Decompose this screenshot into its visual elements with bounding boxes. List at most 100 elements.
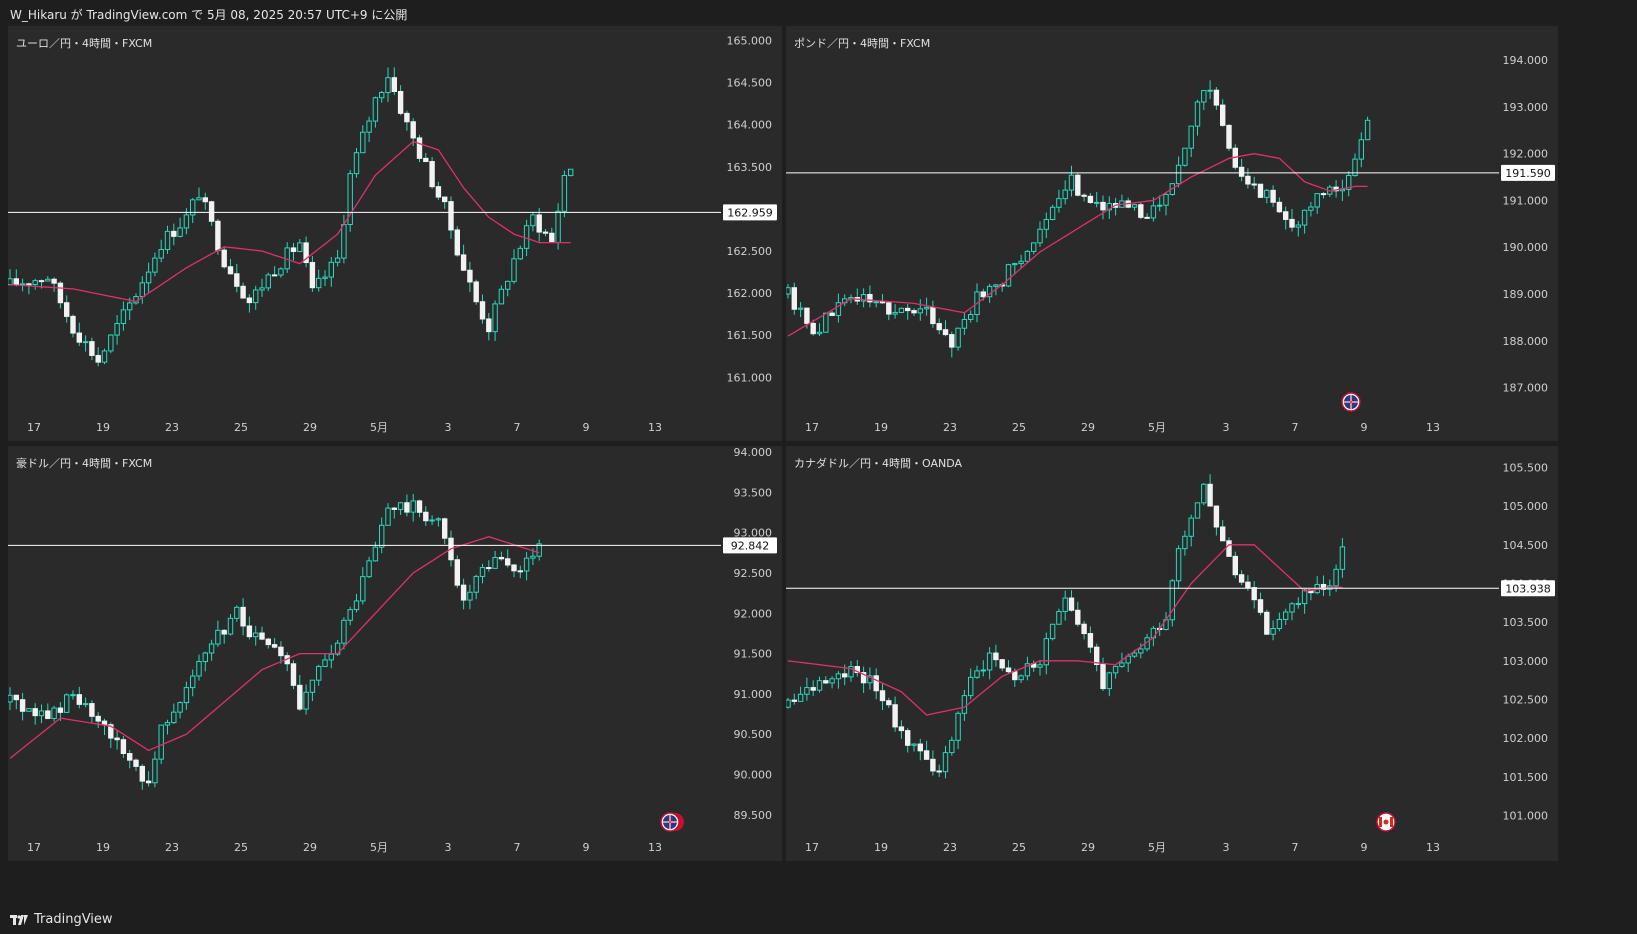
y-tick-label: 101.000	[1503, 810, 1549, 823]
candle-body	[108, 334, 114, 352]
candle-body	[816, 680, 823, 691]
candle-body	[8, 278, 13, 286]
candle-body	[127, 753, 133, 761]
candle-body	[221, 629, 227, 635]
candle-body	[949, 334, 955, 348]
y-tick-label: 90.000	[734, 769, 773, 782]
candle-body	[385, 507, 391, 526]
candle-body	[322, 659, 328, 667]
chart-panel-eurjpy[interactable]: 165.000164.500164.000163.500163.000162.5…	[8, 26, 782, 441]
candle-body	[234, 606, 240, 619]
x-tick-label: 17	[27, 421, 41, 434]
candle-body	[442, 196, 448, 203]
candle-body	[492, 556, 498, 569]
price-label-bg	[723, 204, 777, 221]
x-tick-label: 13	[648, 421, 662, 434]
candle-body	[416, 137, 423, 159]
candle-body	[1264, 189, 1270, 198]
candle-body	[366, 560, 372, 578]
candle-body	[1012, 263, 1018, 266]
candle-body	[139, 282, 146, 298]
candle-body	[26, 283, 32, 286]
candle-body	[1094, 646, 1100, 665]
x-tick-label: 25	[234, 421, 248, 434]
candle-body	[8, 694, 13, 703]
publish-info-text: W_Hikaru が TradingView.com で 5月 08, 2025…	[10, 8, 408, 22]
candle-body	[511, 564, 517, 572]
candle-body	[536, 543, 542, 557]
y-tick-label: 93.500	[734, 486, 773, 499]
candle-body	[89, 341, 95, 356]
candle-body	[1188, 125, 1194, 149]
candle-body	[297, 684, 303, 710]
x-tick-label: 23	[943, 841, 957, 854]
candle-body	[202, 652, 209, 663]
candle-body	[460, 584, 467, 601]
candle-body	[905, 307, 911, 312]
candle-body	[177, 702, 183, 713]
candle-body	[1283, 611, 1289, 620]
candle-body	[479, 301, 486, 320]
tradingview-logo[interactable]: TradingView	[10, 912, 113, 927]
candle-body	[404, 112, 410, 123]
candle-body	[816, 331, 823, 335]
price-label: 103.938	[1505, 582, 1551, 595]
candle-body	[911, 310, 917, 314]
candle-body	[980, 669, 987, 672]
candle-body	[797, 307, 804, 310]
candle-body	[208, 643, 215, 654]
y-tick-label: 105.000	[1503, 500, 1549, 513]
candle-body	[1144, 216, 1150, 219]
candle-body	[879, 301, 886, 304]
candle-body	[1112, 665, 1119, 674]
candle-body	[1295, 224, 1302, 228]
candle-body	[993, 652, 999, 661]
candle-body	[860, 293, 867, 302]
price-label: 162.959	[727, 206, 773, 219]
candle-body	[898, 726, 905, 732]
candle-body	[164, 230, 171, 251]
y-tick-label: 191.000	[1503, 194, 1549, 207]
price-label: 191.590	[1505, 167, 1551, 180]
candle-body	[423, 157, 429, 163]
candle-body	[271, 644, 278, 648]
x-tick-label: 9	[583, 421, 590, 434]
candle-body	[505, 558, 511, 566]
x-tick-label: 25	[1012, 421, 1026, 434]
candle-body	[1068, 597, 1075, 611]
candle-body	[70, 694, 76, 697]
candle-body	[942, 752, 949, 773]
candle-body	[486, 318, 492, 333]
candle-body	[1062, 597, 1068, 613]
candle-body	[215, 220, 221, 251]
chart-panel-cadjpy[interactable]: 105.500105.000104.500104.000103.500103.0…	[786, 446, 1558, 861]
candle-body	[492, 303, 498, 333]
candle-body	[1352, 158, 1358, 177]
candle-body	[114, 322, 120, 336]
x-tick-label: 7	[1292, 841, 1299, 854]
candle-body	[1346, 175, 1352, 190]
candle-body	[246, 625, 253, 638]
x-tick-label: 13	[1426, 841, 1440, 854]
candle-body	[1012, 671, 1018, 681]
y-tick-label: 92.000	[734, 607, 773, 620]
candle-body	[1320, 583, 1327, 590]
chart-svg: 165.000164.500164.000163.500163.000162.5…	[8, 34, 777, 434]
candle-body	[101, 350, 108, 363]
flag-leaf	[1383, 819, 1389, 825]
chart-panel-audjpy[interactable]: 94.000 93.500 93.000 92.500 92.000 91.500 91.0…	[8, 446, 782, 861]
candle-body	[454, 559, 461, 586]
candle-body	[1100, 201, 1106, 211]
candle-body	[1226, 124, 1232, 149]
x-tick-label: 3	[445, 841, 452, 854]
chart-panel-gbpjpy[interactable]: 194.000 193.000 192.000 191.000 190.000 189.0…	[786, 26, 1558, 441]
candle-body	[1068, 174, 1075, 191]
y-tick-label: 89.500	[734, 809, 773, 822]
candle-body	[1175, 548, 1182, 582]
candle-body	[1333, 568, 1339, 587]
candle-body	[19, 283, 26, 286]
candle-body	[423, 511, 429, 522]
candle-body	[64, 302, 70, 317]
candle-body	[259, 287, 265, 291]
y-tick-label: 162.500	[727, 245, 773, 258]
